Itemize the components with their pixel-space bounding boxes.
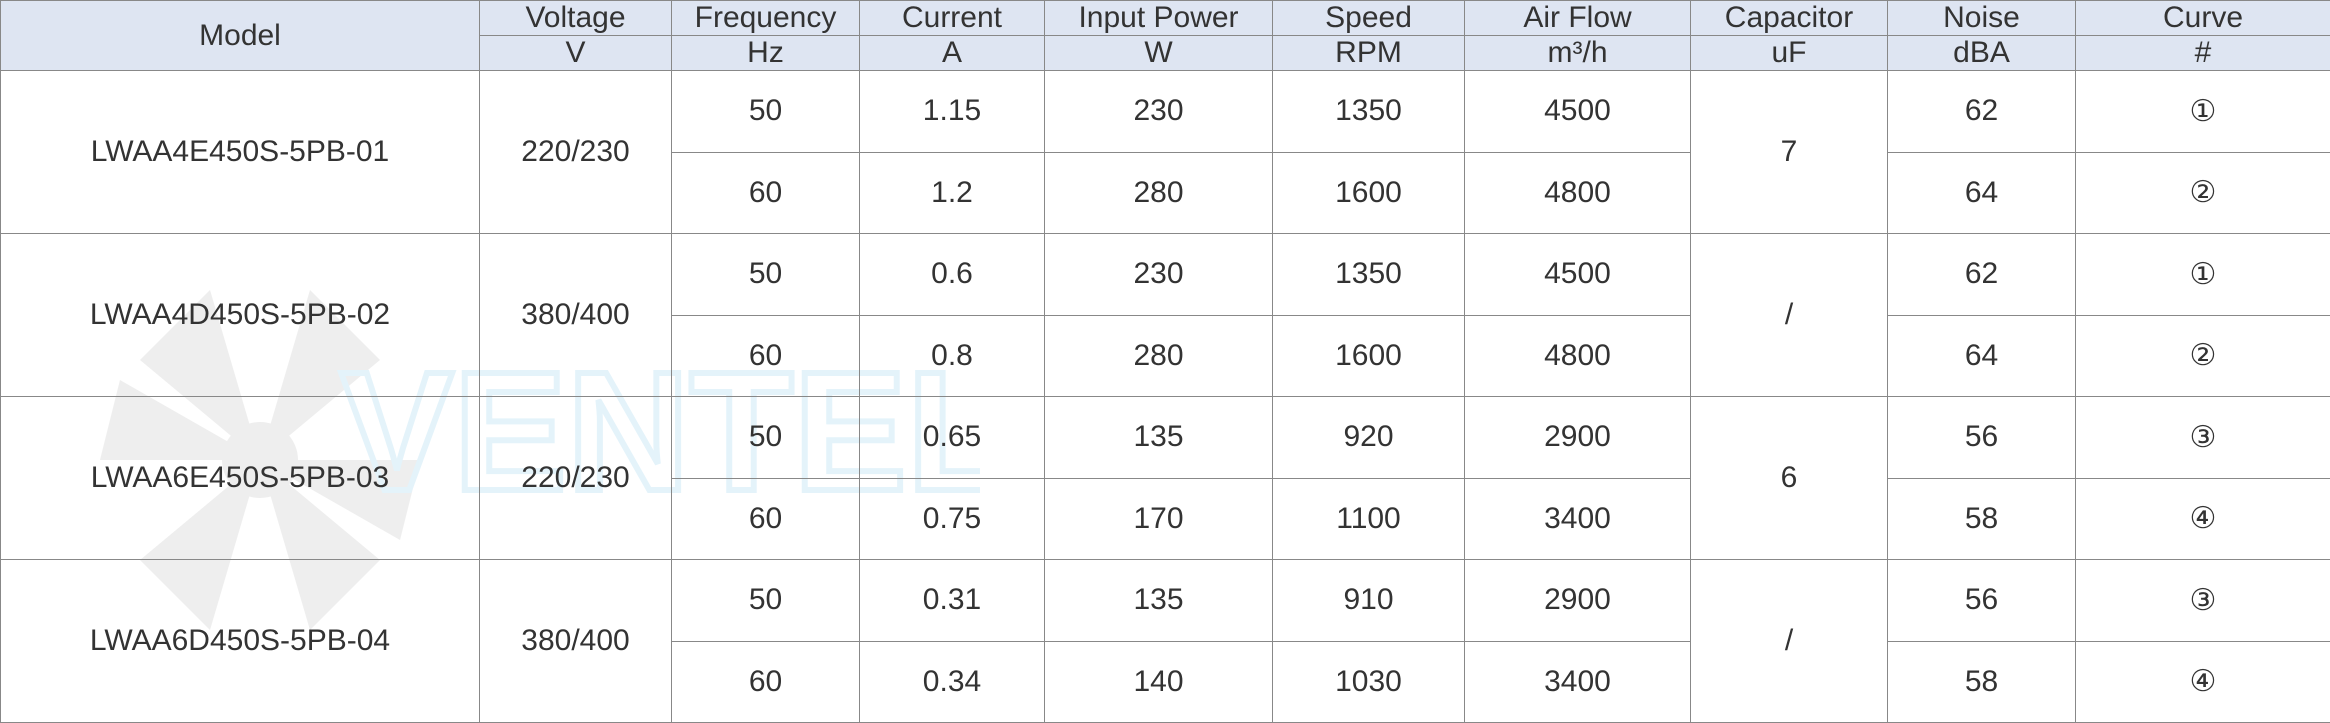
cell-speed: 1100: [1273, 478, 1465, 560]
cell-air-flow: 4500: [1465, 234, 1691, 316]
cell-frequency: 60: [672, 641, 860, 723]
cell-speed: 1350: [1273, 71, 1465, 153]
cell-voltage: 220/230: [480, 71, 672, 234]
cell-model: LWAA4D450S-5PB-02: [1, 234, 480, 397]
header-input-power: Input Power: [1045, 1, 1273, 36]
cell-model: LWAA6E450S-5PB-03: [1, 397, 480, 560]
unit-frequency: Hz: [672, 36, 860, 71]
cell-speed: 1350: [1273, 234, 1465, 316]
cell-model: LWAA6D450S-5PB-04: [1, 560, 480, 723]
unit-noise: dBA: [1888, 36, 2076, 71]
cell-noise: 64: [1888, 152, 2076, 234]
header-curve: Curve: [2076, 1, 2330, 36]
cell-speed: 1600: [1273, 152, 1465, 234]
table-row: LWAA4D450S-5PB-02 380/400 50 0.6 230 135…: [1, 234, 2330, 316]
cell-current: 0.75: [860, 478, 1045, 560]
table-row: LWAA4E450S-5PB-01 220/230 50 1.15 230 13…: [1, 71, 2330, 153]
cell-current: 0.65: [860, 397, 1045, 479]
cell-air-flow: 4800: [1465, 152, 1691, 234]
header-capacitor: Capacitor: [1691, 1, 1888, 36]
cell-air-flow: 4500: [1465, 71, 1691, 153]
cell-frequency: 60: [672, 315, 860, 397]
cell-curve: ②: [2076, 152, 2330, 234]
header-frequency: Frequency: [672, 1, 860, 36]
unit-capacitor: uF: [1691, 36, 1888, 71]
cell-capacitor: /: [1691, 560, 1888, 723]
cell-current: 1.15: [860, 71, 1045, 153]
unit-air-flow: m³/h: [1465, 36, 1691, 71]
cell-curve: ④: [2076, 478, 2330, 560]
cell-input-power: 135: [1045, 560, 1273, 642]
cell-air-flow: 4800: [1465, 315, 1691, 397]
cell-input-power: 280: [1045, 152, 1273, 234]
header-speed: Speed: [1273, 1, 1465, 36]
cell-noise: 62: [1888, 71, 2076, 153]
cell-air-flow: 3400: [1465, 641, 1691, 723]
header-model: Model: [1, 1, 480, 71]
cell-noise: 58: [1888, 478, 2076, 560]
cell-current: 0.6: [860, 234, 1045, 316]
cell-input-power: 170: [1045, 478, 1273, 560]
cell-curve: ④: [2076, 641, 2330, 723]
cell-capacitor: 7: [1691, 71, 1888, 234]
cell-model: LWAA4E450S-5PB-01: [1, 71, 480, 234]
header-current: Current: [860, 1, 1045, 36]
cell-voltage: 220/230: [480, 397, 672, 560]
cell-noise: 58: [1888, 641, 2076, 723]
cell-air-flow: 2900: [1465, 397, 1691, 479]
cell-input-power: 230: [1045, 234, 1273, 316]
cell-input-power: 230: [1045, 71, 1273, 153]
unit-speed: RPM: [1273, 36, 1465, 71]
header-voltage: Voltage: [480, 1, 672, 36]
cell-frequency: 50: [672, 234, 860, 316]
cell-voltage: 380/400: [480, 560, 672, 723]
spec-table: Model Voltage Frequency Current Input Po…: [0, 0, 2330, 723]
unit-curve: #: [2076, 36, 2330, 71]
cell-curve: ①: [2076, 71, 2330, 153]
cell-frequency: 50: [672, 560, 860, 642]
cell-input-power: 140: [1045, 641, 1273, 723]
cell-frequency: 50: [672, 71, 860, 153]
cell-noise: 56: [1888, 560, 2076, 642]
cell-noise: 56: [1888, 397, 2076, 479]
cell-noise: 64: [1888, 315, 2076, 397]
cell-capacitor: /: [1691, 234, 1888, 397]
cell-air-flow: 2900: [1465, 560, 1691, 642]
cell-frequency: 60: [672, 152, 860, 234]
cell-input-power: 280: [1045, 315, 1273, 397]
header-air-flow: Air Flow: [1465, 1, 1691, 36]
table-row: LWAA6D450S-5PB-04 380/400 50 0.31 135 91…: [1, 560, 2330, 642]
unit-input-power: W: [1045, 36, 1273, 71]
table-row: LWAA6E450S-5PB-03 220/230 50 0.65 135 92…: [1, 397, 2330, 479]
cell-current: 0.34: [860, 641, 1045, 723]
cell-frequency: 50: [672, 397, 860, 479]
cell-speed: 920: [1273, 397, 1465, 479]
cell-current: 0.8: [860, 315, 1045, 397]
cell-current: 1.2: [860, 152, 1045, 234]
cell-speed: 1030: [1273, 641, 1465, 723]
cell-voltage: 380/400: [480, 234, 672, 397]
spec-table-body: LWAA4E450S-5PB-01 220/230 50 1.15 230 13…: [1, 71, 2330, 723]
header-row-1: Model Voltage Frequency Current Input Po…: [1, 1, 2330, 36]
cell-capacitor: 6: [1691, 397, 1888, 560]
cell-frequency: 60: [672, 478, 860, 560]
unit-current: A: [860, 36, 1045, 71]
cell-curve: ①: [2076, 234, 2330, 316]
cell-current: 0.31: [860, 560, 1045, 642]
unit-voltage: V: [480, 36, 672, 71]
cell-curve: ③: [2076, 397, 2330, 479]
header-noise: Noise: [1888, 1, 2076, 36]
cell-speed: 910: [1273, 560, 1465, 642]
cell-air-flow: 3400: [1465, 478, 1691, 560]
cell-speed: 1600: [1273, 315, 1465, 397]
cell-curve: ③: [2076, 560, 2330, 642]
cell-noise: 62: [1888, 234, 2076, 316]
cell-input-power: 135: [1045, 397, 1273, 479]
cell-curve: ②: [2076, 315, 2330, 397]
